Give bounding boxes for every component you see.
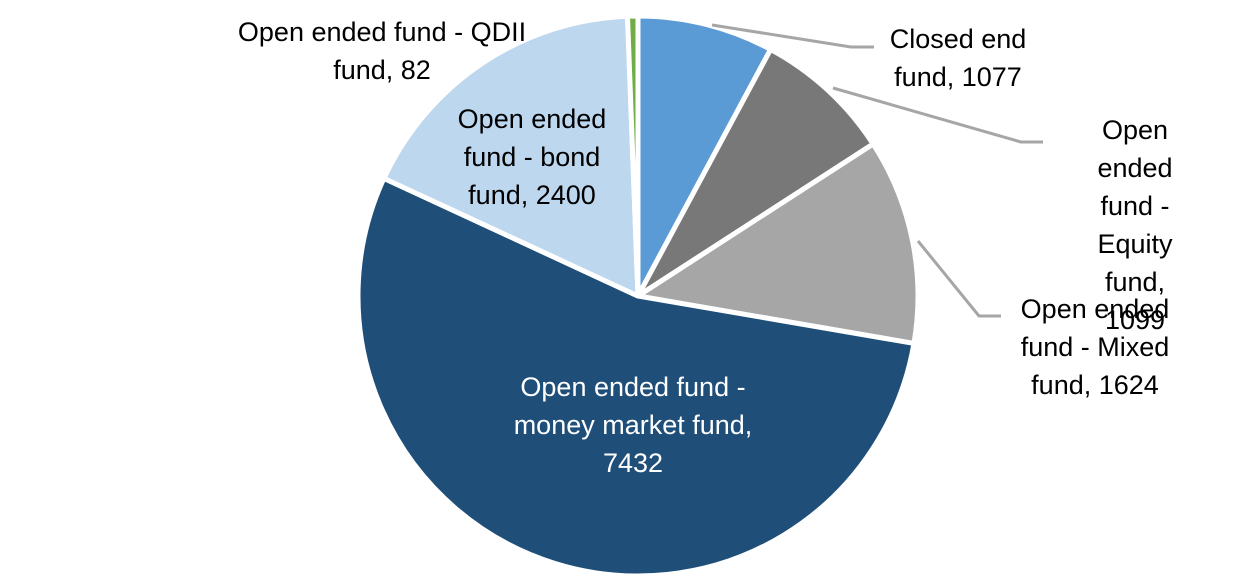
callout-label-bond-fund: Open ended fund - bond fund, 2400	[457, 104, 607, 210]
leader-line-closed-end-fund	[711, 23, 874, 49]
pie-slices	[355, 13, 921, 579]
callout-label-mixed-fund: Open ended fund - Mixed fund, 1624	[1020, 294, 1170, 400]
leader-line-equity-fund	[832, 86, 1043, 144]
pie-slice-open-ended-fund-mixed-fund	[635, 141, 921, 346]
callout-label-closed-end-fund: Closed end fund, 1077	[889, 24, 1027, 92]
callout-label-qdii-fund: Open ended fund - QDII fund, 82	[237, 17, 527, 85]
pie-slice-open-ended-fund-bond-fund	[381, 13, 641, 299]
callout-label-money-market-fund: Open ended fund - money market fund, 743…	[513, 372, 753, 478]
pie-slice-open-ended-fund-qdii-fund	[624, 13, 641, 299]
pie-slice-open-ended-fund-equity-fund	[635, 46, 876, 299]
pie-slice-closed-end-fund	[635, 13, 774, 299]
callout-label-equity-fund: Open ended fund - Equity fund, 1099	[1097, 115, 1173, 335]
leader-lines	[711, 23, 1043, 318]
leader-line-mixed-fund	[916, 240, 1001, 318]
pie-slice-open-ended-fund-money-market-fund	[355, 175, 917, 579]
